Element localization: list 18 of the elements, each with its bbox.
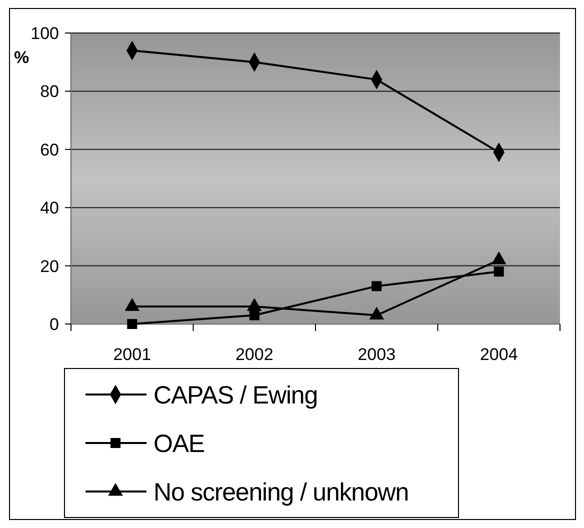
y-tick-label: 60: [40, 140, 59, 160]
y-tick-label: 100: [30, 24, 59, 43]
legend-label: OAE: [154, 430, 204, 458]
x-tick-label: 2003: [358, 345, 396, 364]
point: [127, 319, 138, 329]
y-tick-label: 20: [40, 256, 59, 276]
y-axis-title: %: [14, 48, 30, 67]
x-tick-label: 2004: [480, 345, 518, 364]
y-tick-label: 0: [50, 314, 59, 334]
point: [249, 310, 260, 320]
y-tick-label: 40: [40, 198, 59, 218]
legend-label: No screening / unknown: [154, 478, 409, 506]
x-tick-label: 2002: [235, 345, 274, 364]
x-tick-label: 2001: [113, 345, 152, 364]
y-tick-label: 80: [40, 82, 59, 102]
point: [494, 266, 504, 277]
point: [372, 281, 382, 292]
legend-label: CAPAS / Ewing: [154, 381, 318, 410]
